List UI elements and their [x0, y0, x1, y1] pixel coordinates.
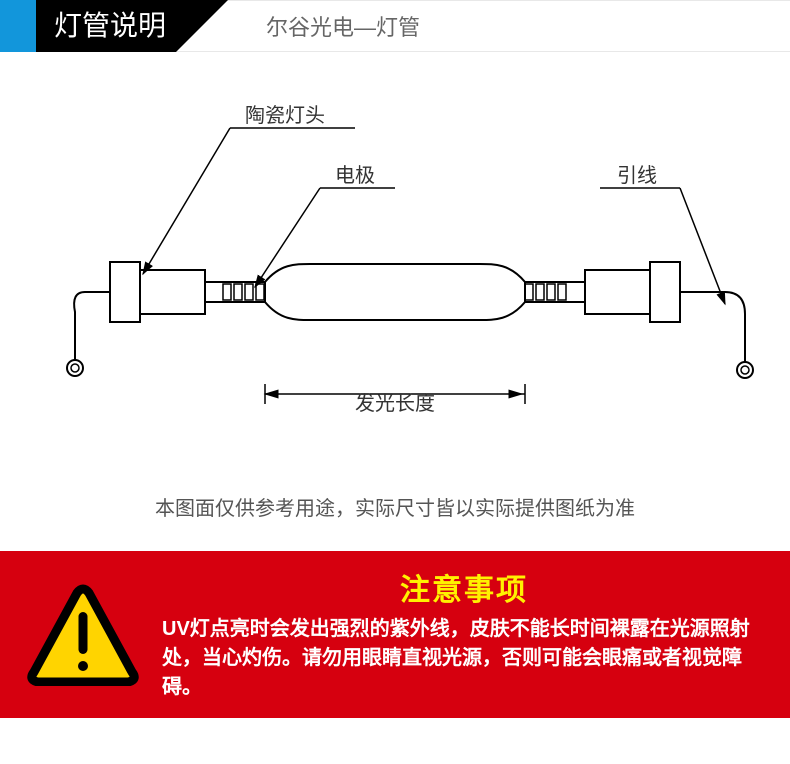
lamp-diagram-svg: 陶瓷灯头电极 引线发光长度 — [25, 92, 765, 452]
warning-title: 注意事项 — [162, 565, 766, 609]
svg-text:电极: 电极 — [335, 164, 375, 187]
warning-body: UV灯点亮时会发出强烈的紫外线，皮肤不能长时间裸露在光源照射处，当心灼伤。请勿用… — [162, 615, 766, 702]
section-title: 灯管说明 — [36, 0, 176, 52]
svg-text:引线: 引线 — [617, 164, 657, 187]
svg-text:发光长度: 发光长度 — [355, 392, 435, 415]
svg-text:陶瓷灯头: 陶瓷灯头 — [245, 104, 325, 127]
warning-panel: 注意事项 UV灯点亮时会发出强烈的紫外线，皮肤不能长时间裸露在光源照射处，当心灼… — [0, 551, 790, 718]
diagram-caption: 本图面仅供参考用途，实际尺寸皆以实际提供图纸为准 — [0, 482, 790, 551]
blue-accent-tab — [0, 0, 36, 52]
warning-triangle-icon — [24, 582, 142, 686]
lamp-diagram: 陶瓷灯头电极 引线发光长度 — [0, 52, 790, 482]
warning-text-block: 注意事项 UV灯点亮时会发出强烈的紫外线，皮肤不能长时间裸露在光源照射处，当心灼… — [162, 565, 766, 702]
section-subtitle: 尔谷光电—灯管 — [266, 10, 420, 42]
section-header: 灯管说明 尔谷光电—灯管 — [0, 0, 790, 52]
